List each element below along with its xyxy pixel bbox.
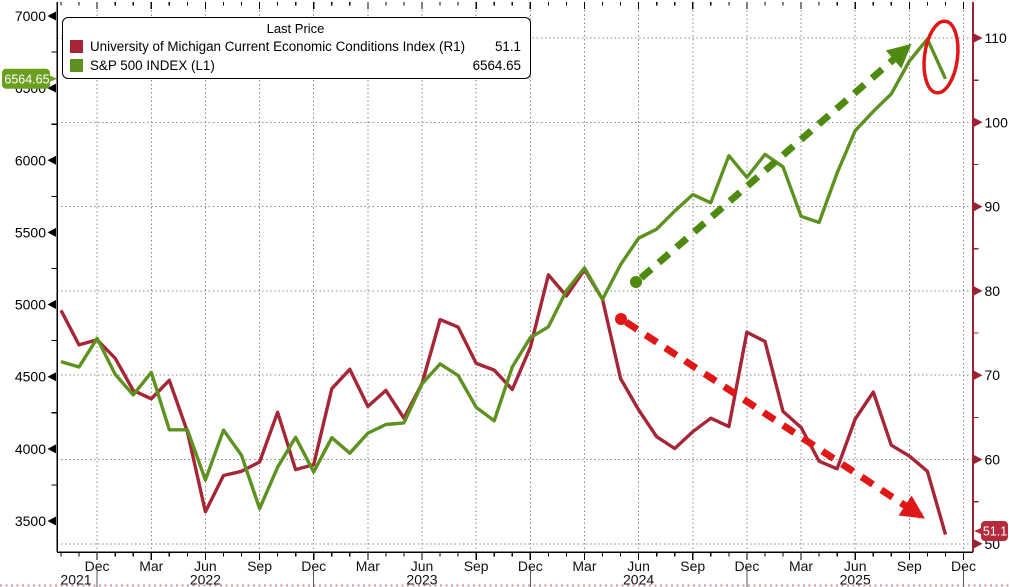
right-axis-tick-label: 110 bbox=[985, 30, 1008, 46]
right-axis-tick-arrow bbox=[974, 286, 983, 296]
right-axis-tick-arrow bbox=[974, 539, 983, 549]
legend: Last Price University of Michigan Curren… bbox=[62, 17, 531, 79]
month-label: Jun bbox=[411, 558, 434, 574]
last-price-badges: 6564.65 51.1 bbox=[2, 68, 1008, 541]
right-axis-tick-label: 100 bbox=[985, 114, 1009, 130]
left-axis-tick-arrow bbox=[47, 83, 56, 93]
month-label: Sep bbox=[680, 558, 705, 574]
left-axis-tick-arrow bbox=[47, 11, 56, 21]
year-label: 2025 bbox=[840, 572, 871, 587]
month-label: Mar bbox=[789, 558, 813, 574]
right-axis-tick-label: 70 bbox=[985, 367, 1001, 383]
left-axis-tick-arrow bbox=[47, 516, 56, 526]
down-trend-arrow bbox=[624, 319, 925, 519]
left-axis-tick-arrow bbox=[47, 444, 56, 454]
left-axis-tick-arrow bbox=[47, 155, 56, 165]
left-axis-tick-arrow bbox=[47, 227, 56, 237]
series-label-umich: University of Michigan Current Economic … bbox=[90, 39, 466, 54]
series-line-spx bbox=[60, 37, 948, 511]
axes bbox=[56, 2, 974, 553]
right-badge-text: 51.1 bbox=[983, 525, 1007, 539]
year-label: 2022 bbox=[190, 572, 221, 587]
month-label: Sep bbox=[247, 558, 272, 574]
up-arrow-start-dot bbox=[630, 276, 642, 288]
left-axis-price-badge: 6564.65 bbox=[2, 68, 57, 89]
month-label: Mar bbox=[139, 558, 163, 574]
year-label: 2024 bbox=[623, 572, 654, 587]
left-axis-tick-arrow bbox=[47, 300, 56, 310]
month-label: Sep bbox=[464, 558, 489, 574]
month-label: Jun bbox=[627, 558, 650, 574]
right-axis-tick-arrow bbox=[974, 455, 983, 464]
year-label: 2023 bbox=[406, 572, 437, 587]
right-badge-shape bbox=[974, 521, 1008, 541]
left-axis-tick-label: 5500 bbox=[15, 224, 46, 240]
month-label: Dec bbox=[85, 558, 110, 574]
left-axis-tick-label: 4500 bbox=[15, 369, 46, 385]
bottom-axis: Dec Mar Jun Sep Dec Mar Jun Sep Dec Mar Jun Sep Dec M… bbox=[60, 552, 976, 587]
month-label: Dec bbox=[951, 558, 976, 574]
left-axis-tick-label: 5000 bbox=[15, 297, 46, 313]
series-label-spx: S&P 500 INDEX (L1) bbox=[90, 58, 215, 73]
month-label: Mar bbox=[356, 558, 380, 574]
month-label: Mar bbox=[572, 558, 596, 574]
right-axis-tick-arrow bbox=[974, 117, 983, 127]
month-label: Jun bbox=[194, 558, 217, 574]
month-label: Dec bbox=[518, 558, 543, 574]
series-swatch-umich bbox=[70, 40, 83, 53]
up-trend-arrow bbox=[638, 43, 912, 281]
series-line-umich bbox=[59, 268, 948, 535]
month-label: Jun bbox=[844, 558, 867, 574]
right-axis-tick-label: 80 bbox=[985, 283, 1001, 299]
legend-item-spx[interactable]: S&P 500 INDEX (L1) 6564.65 bbox=[70, 56, 521, 75]
legend-item-umich[interactable]: University of Michigan Current Economic … bbox=[70, 37, 521, 56]
down-arrow-start-dot bbox=[615, 313, 627, 325]
year-label: 2021 bbox=[60, 572, 91, 587]
right-axis-tick-arrow bbox=[974, 202, 983, 212]
series-swatch-spx bbox=[70, 59, 83, 72]
month-label: Dec bbox=[734, 558, 759, 574]
left-axis-tick-label: 4000 bbox=[15, 441, 46, 457]
right-axis-tick-arrow bbox=[974, 33, 983, 43]
legend-title: Last Price bbox=[266, 21, 325, 36]
highlight-ellipse bbox=[922, 19, 960, 95]
right-axis-tick-label: 60 bbox=[985, 452, 1001, 468]
left-axis-tick-arrow bbox=[47, 372, 56, 382]
right-axis-tick-arrow bbox=[974, 370, 983, 380]
series-value-spx: 6564.65 bbox=[472, 58, 521, 73]
series-value-umich: 51.1 bbox=[494, 39, 521, 54]
left-axis-tick-label: 3500 bbox=[15, 513, 46, 529]
left-axis-tick-label: 7000 bbox=[15, 8, 46, 24]
right-axis-price-badge: 51.1 bbox=[974, 521, 1008, 541]
top-axis-ticks bbox=[60, 2, 965, 9]
left-badge-shape bbox=[2, 68, 57, 89]
right-axis-tick-label: 90 bbox=[985, 199, 1001, 215]
left-axis-tick-label: 6000 bbox=[15, 152, 46, 168]
month-label: Dec bbox=[301, 558, 326, 574]
left-badge-text: 6564.65 bbox=[4, 72, 49, 86]
month-label: Sep bbox=[897, 558, 922, 574]
